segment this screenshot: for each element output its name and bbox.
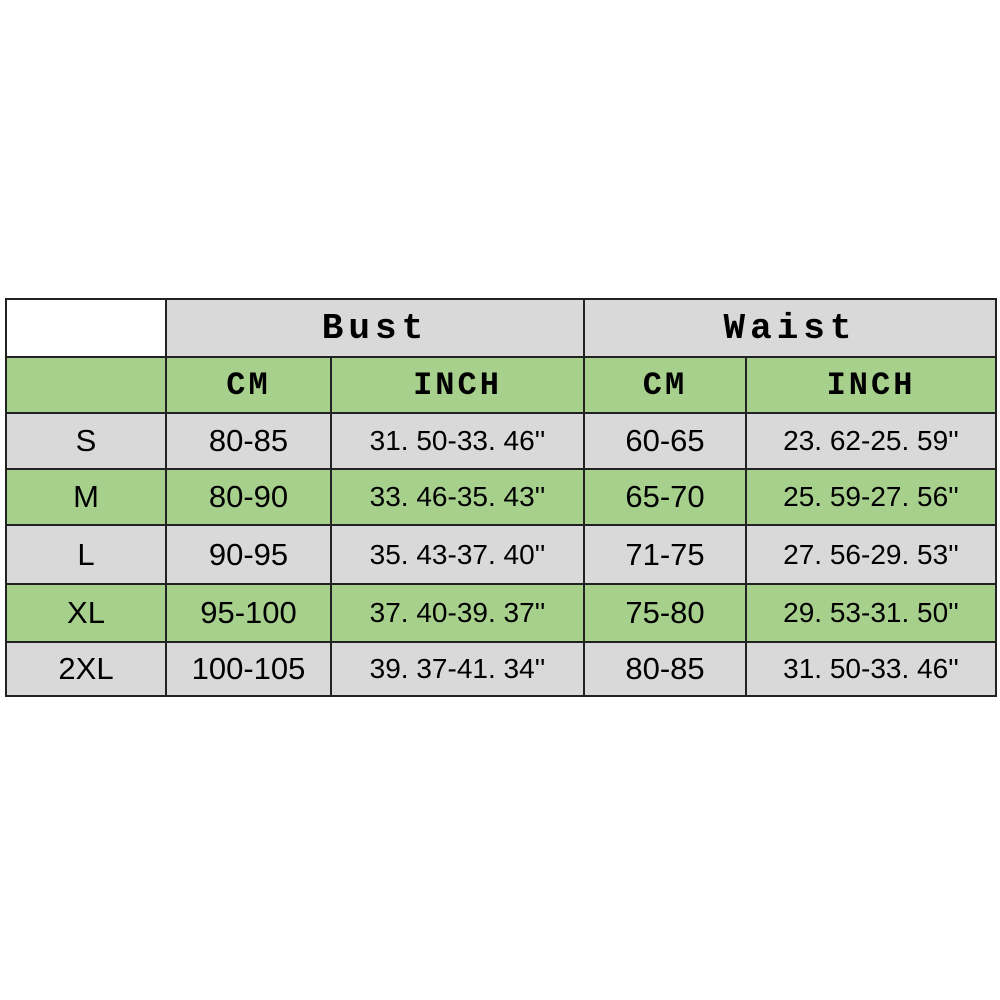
bust-cm-value: 80-90 xyxy=(165,468,332,526)
bust-cm-value: 100-105 xyxy=(165,641,332,697)
bust-inch-value: 37. 40-39. 37'' xyxy=(330,583,585,643)
waist-inch-value: 27. 56-29. 53'' xyxy=(745,524,997,585)
bust-inch-value: 39. 37-41. 34'' xyxy=(330,641,585,697)
table-row-m: M 80-90 33. 46-35. 43'' 65-70 25. 59-27.… xyxy=(5,468,997,526)
waist-cm-value: 65-70 xyxy=(583,468,747,526)
waist-cm-value: 75-80 xyxy=(583,583,747,643)
bust-inch-value: 35. 43-37. 40'' xyxy=(330,524,585,585)
size-cell: 2XL xyxy=(5,641,167,697)
bust-cm-value: 80-85 xyxy=(165,412,332,470)
bust-inch-value: 33. 46-35. 43'' xyxy=(330,468,585,526)
size-chart-table: Bust Waist CM INCH CM INCH S 80-85 31. 5… xyxy=(5,298,997,697)
waist-inch-header: INCH xyxy=(745,356,997,414)
waist-cm-value: 80-85 xyxy=(583,641,747,697)
unit-corner-cell xyxy=(5,356,167,414)
size-cell: M xyxy=(5,468,167,526)
table-row-2xl: 2XL 100-105 39. 37-41. 34'' 80-85 31. 50… xyxy=(5,641,997,697)
table-row-xl: XL 95-100 37. 40-39. 37'' 75-80 29. 53-3… xyxy=(5,583,997,643)
waist-group-header: Waist xyxy=(583,298,997,358)
table-row-s: S 80-85 31. 50-33. 46'' 60-65 23. 62-25.… xyxy=(5,412,997,470)
waist-inch-value: 23. 62-25. 59'' xyxy=(745,412,997,470)
group-header-row: Bust Waist xyxy=(5,298,997,358)
bust-inch-value: 31. 50-33. 46'' xyxy=(330,412,585,470)
size-cell: S xyxy=(5,412,167,470)
corner-cell xyxy=(5,298,167,358)
waist-inch-value: 31. 50-33. 46'' xyxy=(745,641,997,697)
table-row-l: L 90-95 35. 43-37. 40'' 71-75 27. 56-29.… xyxy=(5,524,997,585)
waist-inch-value: 29. 53-31. 50'' xyxy=(745,583,997,643)
waist-cm-value: 71-75 xyxy=(583,524,747,585)
size-cell: XL xyxy=(5,583,167,643)
waist-inch-value: 25. 59-27. 56'' xyxy=(745,468,997,526)
bust-cm-value: 95-100 xyxy=(165,583,332,643)
waist-cm-header: CM xyxy=(583,356,747,414)
waist-cm-value: 60-65 xyxy=(583,412,747,470)
bust-cm-value: 90-95 xyxy=(165,524,332,585)
unit-header-row: CM INCH CM INCH xyxy=(5,356,997,414)
size-cell: L xyxy=(5,524,167,585)
bust-inch-header: INCH xyxy=(330,356,585,414)
bust-group-header: Bust xyxy=(165,298,585,358)
bust-cm-header: CM xyxy=(165,356,332,414)
